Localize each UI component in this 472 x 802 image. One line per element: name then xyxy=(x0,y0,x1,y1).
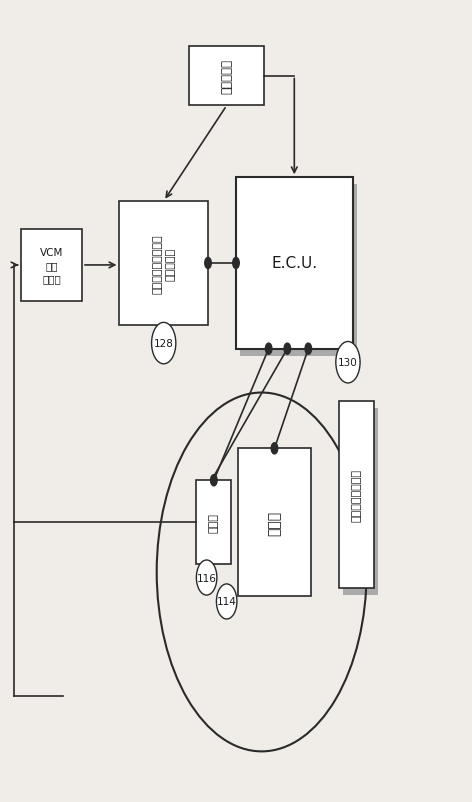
Circle shape xyxy=(233,258,239,269)
Text: 116: 116 xyxy=(197,573,217,583)
Circle shape xyxy=(152,323,176,364)
Circle shape xyxy=(216,584,237,619)
Circle shape xyxy=(205,258,211,269)
Text: 114: 114 xyxy=(217,597,236,606)
FancyBboxPatch shape xyxy=(338,401,374,588)
Text: E.C.U.: E.C.U. xyxy=(271,256,317,271)
Text: 130: 130 xyxy=(338,358,358,368)
FancyBboxPatch shape xyxy=(21,229,82,302)
FancyBboxPatch shape xyxy=(238,449,311,596)
FancyBboxPatch shape xyxy=(196,480,231,565)
Text: 128: 128 xyxy=(154,338,174,349)
Circle shape xyxy=(305,343,312,354)
Text: センサ: センサ xyxy=(209,512,219,533)
Circle shape xyxy=(265,343,272,354)
FancyBboxPatch shape xyxy=(236,178,353,349)
Text: 入力インタフェース
モジュール: 入力インタフェース モジュール xyxy=(152,234,175,294)
FancyBboxPatch shape xyxy=(240,185,357,356)
Text: VCM
位置
センサ: VCM 位置 センサ xyxy=(40,248,63,284)
Text: 電力入力部: 電力入力部 xyxy=(220,59,233,94)
FancyBboxPatch shape xyxy=(189,47,264,107)
FancyBboxPatch shape xyxy=(119,202,208,326)
Text: アプリケーション: アプリケーション xyxy=(351,468,361,521)
FancyBboxPatch shape xyxy=(343,408,378,595)
Text: コイル: コイル xyxy=(268,510,281,535)
Circle shape xyxy=(336,342,360,383)
Circle shape xyxy=(284,343,291,354)
Circle shape xyxy=(211,475,217,486)
Circle shape xyxy=(271,444,278,455)
Circle shape xyxy=(196,561,217,595)
